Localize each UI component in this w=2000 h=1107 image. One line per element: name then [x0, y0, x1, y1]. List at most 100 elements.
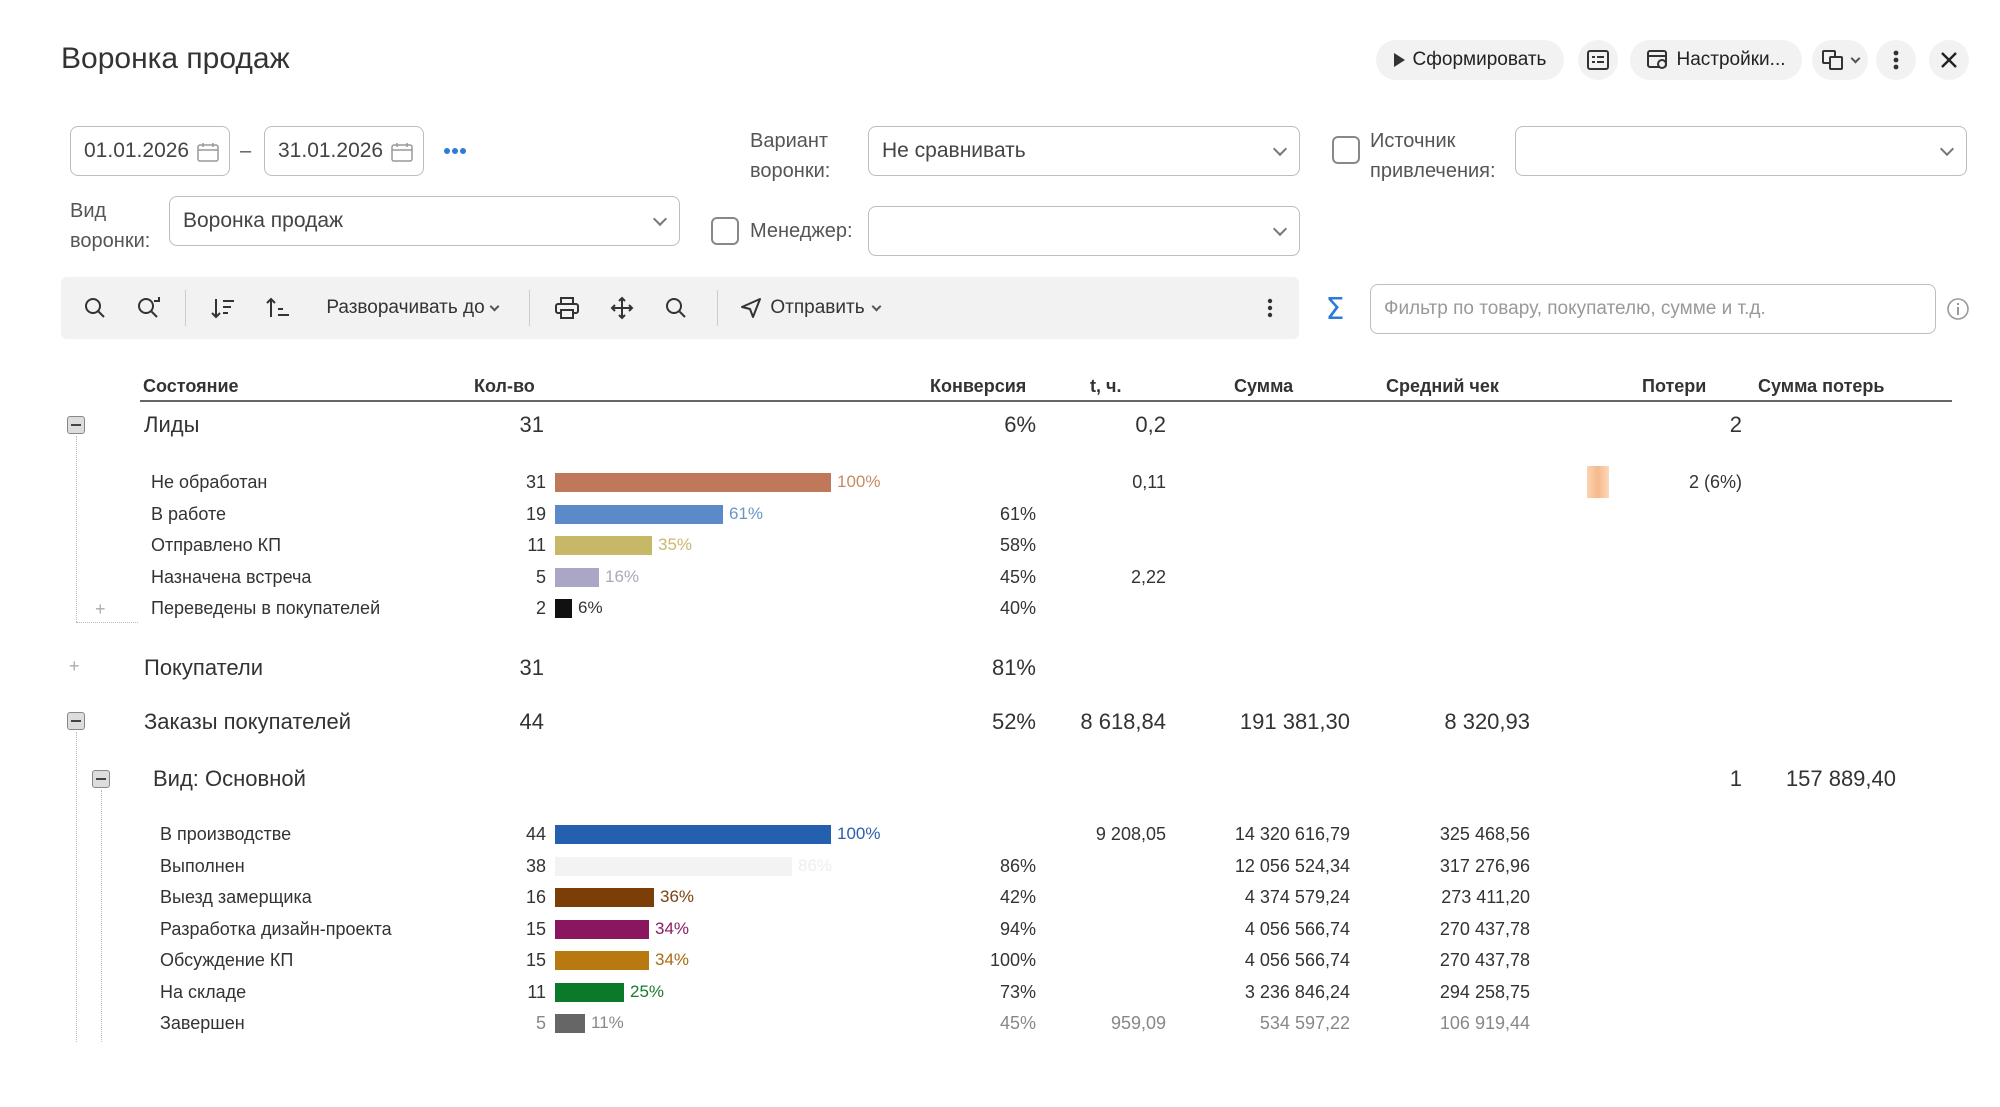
funnel-bar: [555, 473, 831, 492]
print-icon: [555, 297, 579, 319]
group-row-buyers[interactable]: Покупатели 31 81%: [0, 648, 2000, 680]
row-conversion: [930, 466, 1036, 498]
table-row[interactable]: Разработка дизайн-проекта 15 94% 4 056 566,…: [0, 913, 2000, 945]
row-count: 19: [525, 503, 546, 524]
row-conversion: 61%: [999, 503, 1036, 524]
move-button[interactable]: [602, 277, 642, 339]
funnel-bar: [555, 856, 792, 876]
row-time: [1060, 944, 1166, 976]
sort-descending-icon: [211, 299, 234, 319]
collapse-orders-toggle[interactable]: [67, 712, 85, 730]
row-name: Отправлено КП: [151, 535, 282, 555]
table-row[interactable]: Назначена встреча 5 45% 2,22 16%: [0, 561, 2000, 593]
row-avg-check: 270 437,78: [1439, 950, 1530, 970]
print-button[interactable]: [547, 277, 587, 339]
column-header-conversion[interactable]: Конверсия: [930, 376, 1027, 396]
row-avg-check: 273 411,20: [1441, 887, 1530, 907]
group-row-leads[interactable]: Лиды 31 6% 0,2 2: [0, 405, 2000, 437]
sort-ascending-button[interactable]: [258, 277, 298, 339]
settings-icon: [1646, 50, 1667, 69]
group-conversion: 52%: [991, 709, 1036, 734]
sort-descending-button[interactable]: [203, 277, 243, 339]
table-row[interactable]: Не обработан 31 0,11 2 (6%) 100%: [0, 466, 2000, 498]
row-avg-check: 106 919,44: [1439, 1013, 1530, 1033]
calendar-icon[interactable]: [391, 142, 413, 162]
row-conversion: 40%: [999, 598, 1036, 618]
date-from-field[interactable]: 01.01.2026: [70, 126, 230, 176]
row-name: Завершен: [160, 1013, 245, 1033]
column-header-sum[interactable]: Сумма: [1234, 376, 1294, 396]
row-avg-check: 317 276,96: [1439, 855, 1530, 876]
funnel-bar: [555, 599, 572, 618]
row-name: Переведены в покупателей: [151, 598, 381, 618]
expand-row-icon[interactable]: +: [95, 599, 106, 619]
more-menu-button[interactable]: [1876, 40, 1916, 80]
row-name: В производстве: [160, 824, 292, 844]
send-icon: [741, 298, 762, 318]
row-conversion: 100%: [989, 950, 1036, 970]
date-to-field[interactable]: 31.01.2026: [264, 126, 424, 176]
row-losses: 2 (6%): [1688, 472, 1742, 492]
row-name: Назначена встреча: [151, 566, 312, 587]
variant-label: Вариант воронки:: [750, 130, 831, 182]
row-conversion: 86%: [999, 855, 1036, 876]
row-time: 9 208,05: [1095, 824, 1166, 844]
table-row[interactable]: На складе 11 73% 3 236 846,24 294 258,75 25%: [0, 976, 2000, 1008]
table-row[interactable]: В производстве 44 9 208,05 14 320 616,79 325…: [0, 818, 2000, 850]
report-variants-button[interactable]: [1578, 40, 1618, 80]
group-count: 31: [519, 412, 544, 437]
subgroup-row-main[interactable]: Вид: Основной 1 157 889,40: [0, 759, 2000, 791]
info-icon[interactable]: [1946, 297, 1970, 321]
search-next-icon: [138, 297, 160, 318]
column-header-avg-check[interactable]: Средний чек: [1386, 376, 1499, 396]
funnel-bar: [555, 982, 624, 1002]
funnel-type-label: Вид воронки:: [70, 200, 151, 252]
send-dropdown[interactable]: Отправить: [735, 277, 885, 339]
table-row[interactable]: В работе 19 61% 61%: [0, 498, 2000, 530]
search-next-button[interactable]: [129, 277, 169, 339]
toolbar-more-button[interactable]: [1255, 277, 1285, 339]
chevron-down-icon: [652, 211, 668, 227]
calendar-icon[interactable]: [197, 142, 219, 162]
run-report-button[interactable]: Сформировать: [1376, 40, 1564, 80]
column-header-loss-sum[interactable]: Сумма потерь: [1758, 376, 1885, 396]
sort-ascending-icon: [266, 297, 289, 317]
funnel-type-select[interactable]: Воронка продаж: [169, 196, 680, 246]
table-row[interactable]: Переведены в покупателей 2 40% 6%: [0, 592, 2000, 624]
funnel-bar: [555, 951, 649, 970]
manager-select[interactable]: [868, 206, 1300, 256]
group-row-orders[interactable]: Заказы покупателей 44 52% 8 618,84 191 3…: [0, 702, 2000, 734]
report-filter-input[interactable]: Фильтр по товару, покупателю, сумме и т.…: [1370, 284, 1936, 334]
loss-heat-cell: [1587, 466, 1609, 498]
row-conversion: 45%: [999, 1013, 1036, 1033]
table-row[interactable]: Обсуждение КП 15 100% 4 056 566,74 270 437,7…: [0, 944, 2000, 976]
expand-to-dropdown[interactable]: Разворачивать до: [317, 277, 507, 339]
table-row[interactable]: Выполнен 38 86% 12 056 524,34 317 276,96 86%: [0, 850, 2000, 882]
column-header-state[interactable]: Состояние: [143, 376, 239, 396]
table-row[interactable]: Отправлено КП 11 58% 35%: [0, 529, 2000, 561]
play-icon: [1393, 53, 1405, 67]
collapse-leads-toggle[interactable]: [67, 416, 85, 434]
manager-checkbox[interactable]: [711, 217, 739, 245]
expand-buyers-toggle[interactable]: +: [69, 656, 80, 676]
source-select[interactable]: [1515, 126, 1967, 176]
translate-menu-button[interactable]: [1812, 40, 1868, 80]
table-row[interactable]: Завершен 5 45% 959,09 534 597,22 106 919,44 11…: [0, 1007, 2000, 1039]
find-button[interactable]: [656, 277, 696, 339]
source-checkbox[interactable]: [1332, 136, 1360, 164]
group-time: 0,2: [1135, 412, 1166, 437]
variant-select[interactable]: Не сравнивать: [868, 126, 1300, 176]
variant-value: Не сравнивать: [882, 139, 1026, 162]
row-count: 15: [525, 950, 546, 970]
column-header-time[interactable]: t, ч.: [1090, 376, 1122, 396]
collapse-subgroup-toggle[interactable]: [92, 770, 110, 788]
search-button[interactable]: [75, 277, 115, 339]
period-options-icon[interactable]: [443, 147, 467, 155]
row-sum: 3 236 846,24: [1244, 981, 1350, 1002]
settings-button[interactable]: Настройки...: [1630, 40, 1802, 80]
column-header-losses[interactable]: Потери: [1642, 376, 1707, 396]
table-row[interactable]: Выезд замерщика 16 42% 4 374 579,24 273 411,…: [0, 881, 2000, 913]
column-header-count[interactable]: Кол-во: [474, 376, 535, 396]
close-button[interactable]: [1929, 40, 1969, 80]
sum-icon[interactable]: Σ: [1325, 291, 1345, 327]
